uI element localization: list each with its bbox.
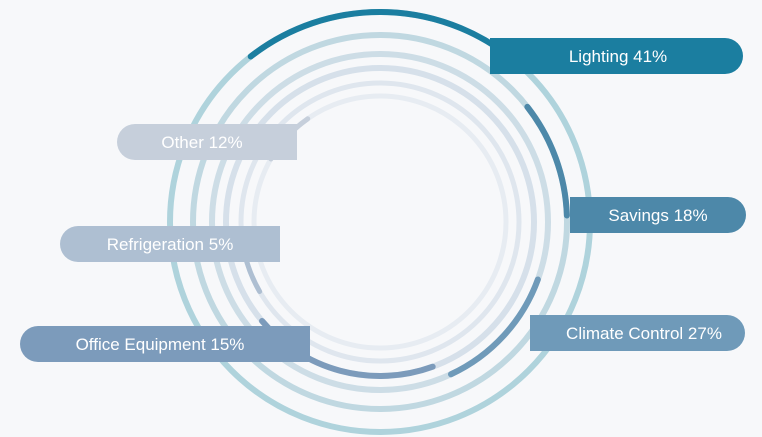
ring-tracks	[167, 9, 593, 435]
ring-track-refrigeration	[238, 80, 522, 364]
value-arc-savings	[524, 103, 570, 219]
label-text-office-equipment: Office Equipment 15%	[76, 335, 245, 354]
ring-track-other	[251, 93, 509, 351]
label-text-savings: Savings 18%	[608, 206, 707, 225]
value-arc-lighting	[247, 9, 524, 69]
label-text-refrigeration: Refrigeration 5%	[107, 235, 234, 254]
ring-track-climate-control	[209, 51, 551, 393]
label-text-climate-control: Climate Control 27%	[566, 324, 722, 343]
category-labels: Lighting 41% Savings 18% Climate Control 2…	[20, 38, 746, 362]
label-text-lighting: Lighting 41%	[569, 47, 667, 66]
ring-track-lighting	[167, 9, 593, 435]
ring-track-savings	[190, 32, 570, 412]
label-pill-other	[117, 124, 297, 160]
value-arcs	[239, 9, 570, 379]
label-text-other: Other 12%	[161, 133, 242, 152]
label-pill-lighting	[490, 38, 743, 74]
label-pill-refrigeration	[60, 226, 280, 262]
label-pill-office-equipment	[20, 326, 310, 362]
value-arc-climate-control	[448, 276, 541, 378]
label-pill-savings	[570, 197, 746, 233]
label-pill-climate-control	[530, 315, 745, 351]
